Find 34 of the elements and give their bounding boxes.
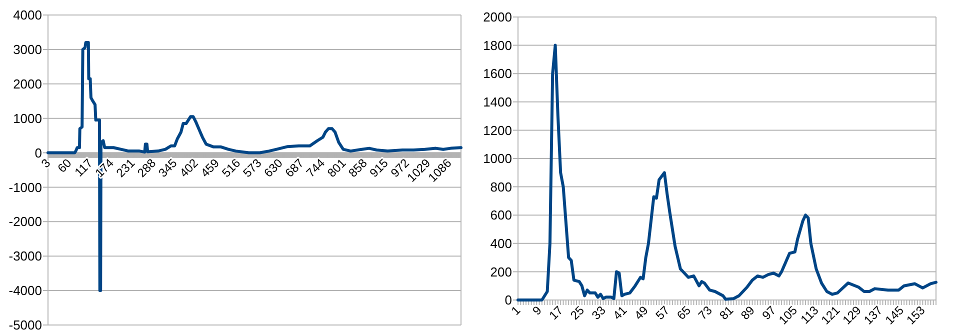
x-tick-label: 49 — [632, 302, 652, 323]
y-tick-label: 0 — [504, 292, 512, 308]
line-series — [516, 44, 938, 302]
y-tick-label: 800 — [490, 179, 512, 194]
y-tick-label: 1800 — [483, 38, 512, 53]
x-tick-label: 89 — [738, 302, 758, 323]
y-tick-label: 1000 — [483, 151, 512, 166]
y-tick-label: 600 — [490, 208, 512, 223]
x-tick-label: 25 — [568, 302, 588, 323]
y-tick-label: -2000 — [8, 214, 42, 230]
y-tick-label: -1000 — [8, 180, 42, 195]
x-tick-label: 33 — [588, 302, 609, 323]
y-tick-label: 1000 — [13, 110, 42, 126]
x-tick-label: 57 — [652, 302, 672, 323]
y-tick-label: 0 — [34, 145, 42, 160]
y-tick-label: -3000 — [8, 248, 42, 264]
x-tick-label: 65 — [674, 302, 694, 323]
y-tick-label: 1200 — [483, 122, 512, 138]
y-tick-label: 1400 — [483, 94, 512, 110]
x-tick-label: 41 — [610, 302, 630, 323]
y-tick-label: 4000 — [13, 8, 42, 23]
x-tick-label: 81 — [716, 302, 736, 323]
y-tick-label: 3000 — [13, 42, 42, 57]
x-tick-label: 73 — [695, 302, 716, 323]
x-tick-label: 60 — [54, 156, 74, 176]
y-tick-label: 1600 — [483, 66, 512, 82]
y-tick-label: 2000 — [13, 76, 42, 92]
y-tick-label: 2000 — [483, 10, 512, 25]
x-tick-label: 17 — [546, 302, 566, 323]
y-tick-label: 400 — [490, 236, 512, 251]
x-tick-label: 9 — [530, 302, 545, 318]
y-tick-label: -5000 — [8, 318, 42, 333]
y-tick-label: -4000 — [8, 283, 42, 298]
y-tick-label: 200 — [490, 264, 512, 280]
